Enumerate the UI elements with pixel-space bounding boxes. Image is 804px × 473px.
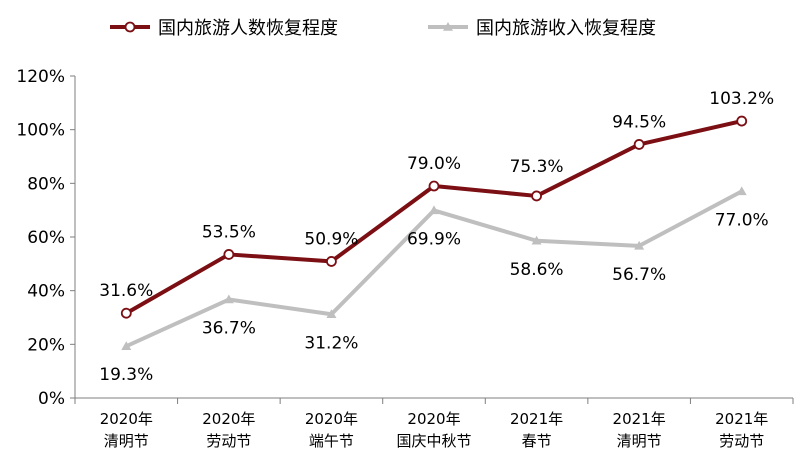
data-point [429, 205, 439, 215]
data-label: 50.9% [304, 229, 358, 249]
data-point [736, 186, 747, 196]
data-label: 69.9% [407, 229, 461, 249]
y-tick-label: 80% [27, 174, 65, 194]
y-tick-label: 60% [27, 228, 65, 248]
data-point [326, 309, 337, 319]
x-tick-label: 2021年 [510, 410, 563, 428]
data-label: 31.2% [304, 333, 358, 353]
y-tick-label: 120% [16, 67, 65, 87]
x-tick-label: 清明节 [104, 432, 149, 450]
data-label: 36.7% [202, 319, 256, 339]
data-label: 75.3% [510, 157, 564, 177]
legend-label: 国内旅游收入恢复程度 [476, 18, 656, 39]
data-point [428, 180, 440, 192]
data-point [531, 190, 542, 202]
x-tick-label: 2021年 [613, 410, 666, 428]
data-label: 56.7% [612, 265, 666, 285]
data-point [223, 294, 234, 304]
x-tick-label: 2021年 [715, 410, 768, 428]
data-point [531, 235, 542, 245]
x-tick-label: 端午节 [309, 432, 354, 450]
data-label: 58.6% [510, 260, 564, 280]
x-tick-label: 春节 [522, 432, 552, 450]
y-tick-label: 40% [27, 282, 65, 302]
data-point [633, 139, 645, 150]
x-tick-label: 2020年 [100, 410, 153, 428]
x-tick-label: 劳动节 [206, 432, 251, 450]
markers [120, 115, 748, 350]
y-tick-label: 20% [27, 335, 65, 355]
x-tick-label: 2020年 [305, 410, 358, 428]
x-tick-label: 劳动节 [719, 432, 764, 450]
legend-marker [443, 22, 453, 31]
legend-marker [124, 21, 136, 33]
data-label: 103.2% [709, 89, 774, 109]
data-point [736, 115, 748, 127]
legend-label: 国内旅游人数恢复程度 [158, 18, 338, 39]
data-label: 94.5% [612, 112, 666, 132]
data-point [634, 240, 645, 250]
data-label: 79.0% [407, 154, 461, 174]
data-label: 53.5% [202, 222, 256, 242]
x-tick-label: 2020年 [202, 410, 255, 428]
data-label: 77.0% [715, 210, 769, 230]
y-tick-label: 100% [16, 121, 65, 141]
data-labels: 31.6% 53.5% 50.9% 79.0% 75.3% 94.5% 103.2% 19.3… [99, 89, 774, 385]
y-tick-label: 0% [38, 389, 65, 409]
data-label: 31.6% [99, 281, 153, 301]
data-point [326, 256, 337, 267]
x-tick-label: 国庆中秋节 [396, 432, 471, 450]
data-point [120, 307, 132, 319]
x-tick-label: 清明节 [617, 432, 662, 450]
x-tick-label: 2020年 [407, 410, 460, 428]
legend: 国内旅游人数恢复程度 国内旅游收入恢复程度 [110, 18, 656, 39]
data-label: 19.3% [99, 365, 153, 385]
data-point [223, 249, 235, 260]
data-point [121, 341, 132, 350]
